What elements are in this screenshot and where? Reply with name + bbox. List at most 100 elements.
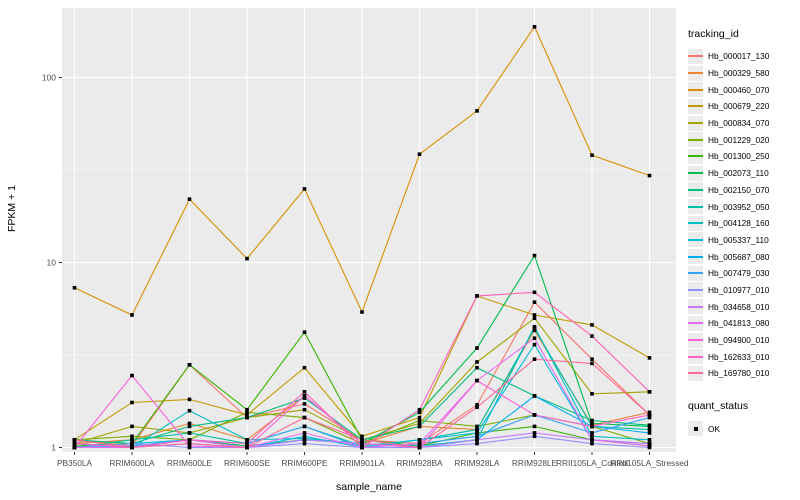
legend-entry-label: Hb_162633_010 <box>708 351 770 362</box>
line-swatch-icon <box>688 349 703 365</box>
data-point <box>72 441 77 446</box>
data-point <box>130 424 134 429</box>
legend-entry-label: Hb_000679_220 <box>708 101 770 112</box>
data-point <box>417 418 422 423</box>
data-point <box>187 421 192 426</box>
data-point <box>532 253 537 258</box>
data-point <box>475 441 479 446</box>
data-point <box>475 109 479 113</box>
data-point <box>302 365 307 370</box>
x-tick-label: RRIM928LE <box>512 458 558 468</box>
data-point <box>475 378 479 383</box>
data-point <box>302 431 307 435</box>
legend-entry-label: Hb_041813_080 <box>708 318 770 329</box>
data-point <box>72 445 77 450</box>
data-point <box>245 445 249 450</box>
data-point <box>302 434 307 439</box>
data-point <box>130 400 134 405</box>
line-swatch-icon <box>688 282 703 298</box>
data-point <box>590 434 594 439</box>
legend-entry: Hb_000679_220 <box>688 98 798 115</box>
data-point <box>187 408 192 413</box>
data-point <box>360 310 364 314</box>
data-point <box>302 441 307 446</box>
legend-entry-ok: OK <box>688 420 798 437</box>
data-point <box>245 410 249 415</box>
data-point <box>302 402 307 406</box>
data-point <box>532 424 537 429</box>
data-point <box>475 431 479 435</box>
data-point <box>647 427 652 432</box>
data-point <box>590 392 594 396</box>
data-point <box>590 431 594 435</box>
data-point <box>647 173 652 178</box>
data-point <box>532 431 537 435</box>
data-point <box>647 423 652 427</box>
data-point <box>647 410 652 415</box>
panel-background <box>62 8 676 452</box>
data-point <box>417 421 422 426</box>
data-point <box>532 290 537 295</box>
data-point <box>590 424 594 429</box>
legend-entry: Hb_001229_020 <box>688 131 798 148</box>
y-tick-label: 100 <box>42 73 56 83</box>
data-point <box>187 444 192 448</box>
data-point <box>532 434 537 439</box>
legend-entry: Hb_002073_110 <box>688 165 798 182</box>
data-point <box>302 390 307 394</box>
data-point <box>187 431 192 435</box>
y-tick-label: 1 <box>51 443 56 453</box>
data-point <box>417 424 422 429</box>
data-point <box>360 438 364 442</box>
legend-entry-label: Hb_000834_070 <box>708 118 770 129</box>
legend-entry: Hb_001300_250 <box>688 148 798 165</box>
data-point <box>590 438 594 442</box>
legend-entry-label: Hb_007479_030 <box>708 268 770 279</box>
x-tick-label: RRIM901LA <box>339 458 385 468</box>
line-swatch-icon <box>688 365 703 381</box>
data-point <box>302 394 307 398</box>
x-tick-label: PB350LA <box>57 458 93 468</box>
data-point <box>187 424 192 429</box>
data-point <box>245 441 249 446</box>
data-point <box>130 373 134 378</box>
point-swatch-icon <box>688 421 703 436</box>
data-point <box>532 336 537 340</box>
data-point <box>647 444 652 448</box>
line-swatch-icon <box>688 215 703 231</box>
data-point <box>417 415 422 420</box>
x-tick-label: RRIM928LA <box>454 458 500 468</box>
y-axis-title: FPKM + 1 <box>6 185 18 232</box>
line-swatch-icon <box>688 199 703 215</box>
legend-entry: Hb_010977_010 <box>688 282 798 299</box>
legend-entry: Hb_000460_070 <box>688 81 798 98</box>
line-swatch-icon <box>688 65 703 81</box>
legend-entry: Hb_000329_580 <box>688 65 798 82</box>
data-point <box>532 357 537 361</box>
data-point <box>647 390 652 394</box>
line-swatch-icon <box>688 132 703 148</box>
legend-entry-label: Hb_000017_130 <box>708 51 770 62</box>
data-point <box>302 438 307 442</box>
legend-entry: Hb_000834_070 <box>688 115 798 132</box>
data-point <box>417 410 422 415</box>
data-point <box>590 421 594 426</box>
data-point <box>302 407 307 412</box>
data-point <box>417 445 422 450</box>
legend-entry-label: Hb_003952_050 <box>708 201 770 212</box>
data-point <box>475 294 479 298</box>
data-point <box>590 418 594 423</box>
data-point <box>590 153 594 157</box>
data-point <box>187 197 192 201</box>
line-swatch-icon <box>688 332 703 348</box>
data-point <box>647 415 652 420</box>
data-point <box>647 431 652 435</box>
line-swatch-icon <box>688 232 703 248</box>
x-tick-label: RRII105LA_Stressed <box>611 458 689 468</box>
data-point <box>360 434 364 439</box>
data-point <box>532 413 537 417</box>
data-point <box>532 316 537 320</box>
legend-quant-status: quant_status OK <box>688 400 798 437</box>
legend-entry: Hb_004128_160 <box>688 215 798 232</box>
